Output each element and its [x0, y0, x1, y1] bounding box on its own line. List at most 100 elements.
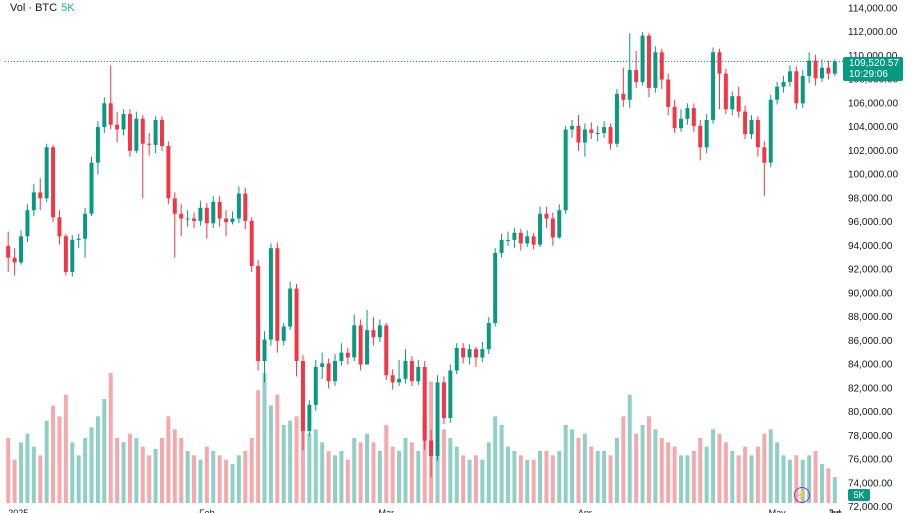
volume-bar — [51, 405, 56, 503]
candle-body — [320, 363, 325, 367]
volume-legend-value: 5K — [61, 2, 75, 14]
volume-bar — [685, 455, 690, 503]
volume-bar — [775, 442, 780, 503]
candle-body — [512, 232, 517, 240]
volume-bar — [525, 459, 530, 503]
volume-bar — [89, 427, 94, 503]
volume-bar — [236, 455, 241, 503]
candle-body — [230, 218, 235, 223]
volume-bar — [621, 416, 626, 503]
volume-bar — [589, 446, 594, 503]
candle-body — [506, 239, 510, 241]
candle-body — [19, 236, 24, 263]
candle-body — [57, 217, 62, 237]
candle-body — [115, 124, 120, 130]
volume-bar — [243, 451, 248, 503]
volume-bar — [711, 429, 716, 503]
candle-body — [211, 201, 216, 224]
candle-body — [614, 93, 619, 144]
y-tick-label: 110,000.00 — [848, 51, 898, 62]
candle-body — [640, 35, 645, 82]
volume-bar — [339, 451, 344, 503]
candle-body — [819, 67, 824, 79]
volume-bar — [787, 459, 792, 503]
volume-bar — [755, 446, 760, 503]
volume-bar — [679, 455, 683, 503]
volume-bar — [384, 425, 389, 503]
volume-bar — [762, 433, 767, 503]
candle-body — [435, 382, 440, 456]
lightning-icon[interactable]: ⚡ — [794, 487, 810, 503]
candle-body — [371, 330, 376, 338]
candle-body — [38, 192, 43, 199]
volume-bar — [723, 442, 728, 503]
candle-body — [345, 352, 350, 358]
volume-bar — [595, 451, 600, 503]
volume-bar — [698, 438, 703, 503]
volume-bar — [256, 390, 261, 503]
candle-body — [397, 378, 402, 383]
candle-body — [749, 119, 754, 135]
candle-body — [441, 382, 446, 418]
volume-bar — [717, 433, 722, 503]
volume-bar — [800, 459, 805, 503]
candle-body — [768, 99, 773, 163]
candle-body — [134, 118, 139, 151]
candle-body — [723, 73, 728, 110]
volume-bar — [646, 416, 651, 503]
volume-bar — [262, 373, 267, 503]
candle-body — [44, 147, 49, 199]
volume-bar — [512, 451, 517, 503]
volume-axis-tag: 5K — [848, 489, 870, 501]
candle-body — [659, 52, 664, 80]
y-tick-label: 82,000.00 — [848, 383, 893, 394]
volume-bar — [640, 425, 645, 503]
volume-legend-label: Vol · BTC — [10, 2, 58, 14]
volume-bar — [70, 442, 75, 503]
candle-body — [813, 60, 818, 79]
candle-body — [339, 352, 344, 361]
y-tick-label: 112,000.00 — [848, 27, 898, 38]
candle-body — [358, 325, 363, 365]
candle-body — [454, 347, 459, 371]
volume-bar — [659, 438, 664, 503]
candle-body — [262, 339, 267, 361]
volume-bar — [832, 477, 837, 503]
volume-bar — [224, 459, 229, 503]
volume-bar — [672, 446, 677, 503]
candle-body — [224, 218, 229, 223]
candle-body — [576, 125, 581, 143]
y-tick-label: 94,000.00 — [848, 241, 893, 252]
candle-body — [467, 349, 472, 358]
volume-bar — [576, 438, 581, 503]
candle-body — [51, 147, 56, 218]
candle-body — [217, 201, 222, 219]
candle-body — [333, 361, 337, 382]
candle-body — [352, 325, 357, 358]
volume-bar — [614, 438, 619, 503]
candle-body — [755, 119, 760, 148]
volume-bar — [826, 468, 831, 503]
candle-body — [717, 52, 722, 74]
candle-body — [563, 129, 568, 211]
candle-body — [243, 193, 248, 221]
volume-bar — [409, 442, 414, 503]
x-tick-label: Jun — [828, 508, 843, 513]
volume-bar — [807, 455, 812, 503]
y-tick-label: 72,000.00 — [848, 502, 893, 513]
candle-body — [204, 207, 209, 224]
volume-bar — [570, 429, 575, 503]
y-tick-label: 102,000.00 — [848, 146, 898, 157]
candle-body — [582, 129, 587, 143]
candle-body — [313, 366, 318, 405]
volume-bar — [179, 438, 184, 503]
volume-bar — [44, 420, 49, 503]
candle-body — [294, 288, 299, 361]
candle-body — [288, 288, 293, 327]
candle-body — [736, 96, 741, 112]
candle-body — [704, 119, 709, 148]
volume-bar — [12, 459, 17, 503]
volume-bar — [121, 442, 126, 503]
candle-body — [787, 71, 792, 82]
